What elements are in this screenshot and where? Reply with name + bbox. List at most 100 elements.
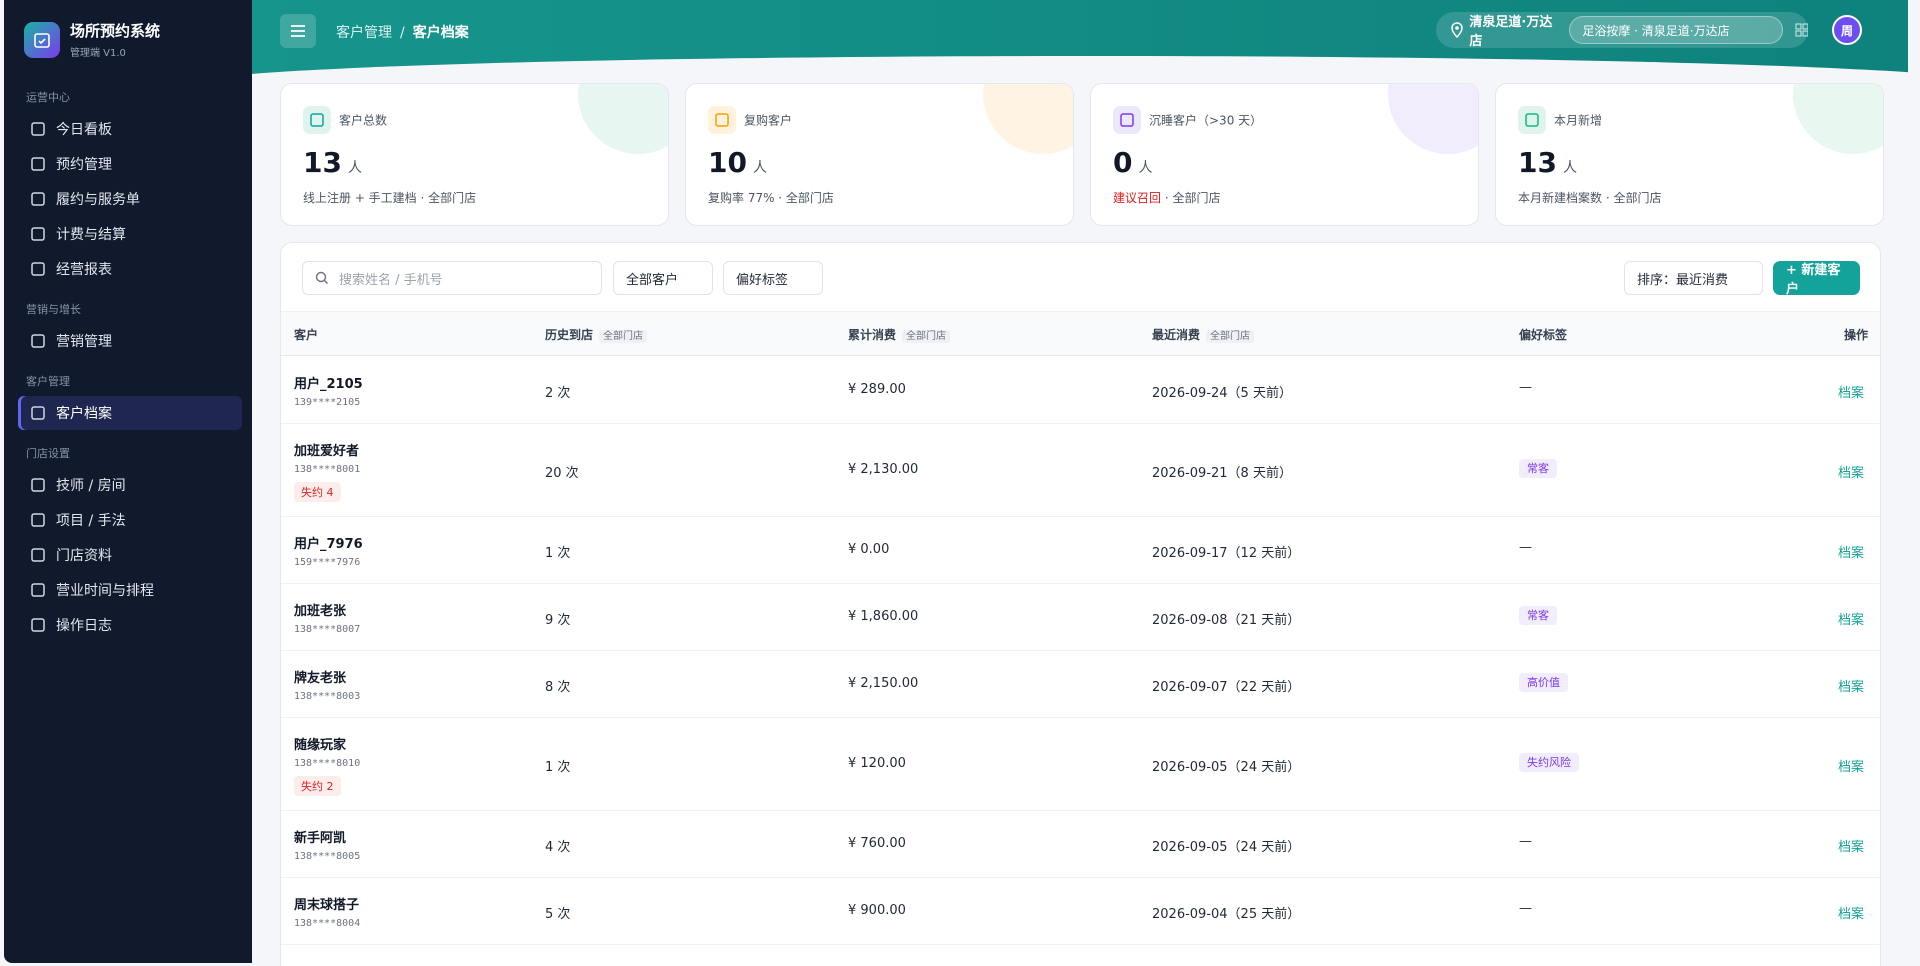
nav-item[interactable]: 今日看板 [18, 112, 242, 146]
cell-spend: ¥ 2,130.00 [848, 461, 919, 477]
stat-note-text: · 全部门店 [1161, 191, 1221, 205]
tag-select[interactable]: 偏好标签 [723, 261, 823, 295]
archive-link[interactable]: 档案 [1837, 839, 1864, 855]
column-header: 客户 [294, 326, 318, 343]
column-title: 历史到店 [545, 328, 594, 342]
cell-spend: ¥ 120.00 [848, 755, 906, 771]
customer-name: 用户_2105 [294, 377, 363, 392]
archive-link[interactable]: 档案 [1837, 465, 1864, 481]
archive-link[interactable]: 档案 [1837, 759, 1864, 775]
stat-alert: 建议召回 [1113, 191, 1162, 205]
nav-text: 技师 / 房间 [56, 478, 126, 494]
stat-head: 本月新增 [1518, 106, 1861, 134]
archive-link[interactable]: 档案 [1837, 679, 1864, 695]
nav-text: 今日看板 [56, 122, 112, 138]
no-show-tag: 失约 2 [294, 776, 341, 796]
cell-visits: 2 次 [545, 385, 571, 401]
stat-card: 本月新增 13 人本月新建档案数 · 全部门店 [1495, 83, 1884, 226]
table-row: 牌友老张 138****8003 8 次 ¥ 2,150.00 2026-09-07（2… [281, 651, 1880, 718]
pref-tag: 失约风险 [1519, 752, 1579, 772]
nav-item[interactable]: 经营报表 [18, 252, 242, 286]
nav: 运营中心 今日看板 预约管理 履约与服务单 计费与结算 经营报表 营销与增长 营销管理 客户管理… [4, 75, 252, 642]
filter-select[interactable]: 全部客户 [613, 261, 713, 295]
archive-link[interactable]: 档案 [1837, 612, 1864, 628]
column-header: 历史到店 全部门店 [545, 326, 648, 343]
stat-head: 沉睡客户（>30 天） [1113, 106, 1456, 134]
stat-icon [1113, 106, 1141, 134]
breadcrumb-item: 客户管理 [336, 25, 392, 41]
nav-group-label: 营销与增长 [26, 303, 81, 316]
stat-icon [708, 106, 736, 134]
stat-unit: 人 [1138, 160, 1153, 176]
customer-panel: 搜索姓名 / 手机号 全部客户 偏好标签 排序：最近消费 + 新建客户 客户 历史… [280, 242, 1881, 966]
customer-cell: 加班爱好者 138****8001 失约 4 [294, 440, 360, 502]
nav-item[interactable]: 操作日志 [18, 608, 242, 642]
nav-item[interactable]: 门店资料 [18, 538, 242, 572]
customer-phone: 138****8010 [294, 758, 361, 769]
pref-cell: 常客 [1519, 458, 1557, 478]
customer-cell: 随缘玩家 138****8010 失约 2 [294, 734, 360, 796]
stat-note-text: 复购率 77% · 全部门店 [708, 191, 834, 205]
customer-name: 新手阿凯 [294, 831, 347, 846]
nav-item[interactable]: 营业时间与排程 [18, 573, 242, 607]
header: 客户管理 / 客户档案 清泉足道·万达店 足浴按摩 · 清泉足道·万达店 周 [252, 0, 1908, 80]
stat-note: 建议召回 · 全部门店 [1113, 189, 1456, 206]
stats: 客户总数 13 人线上注册 + 手工建档 · 全部门店 复购客户 10 人复购率 77% … [280, 83, 1884, 226]
customer-phone: 159****7976 [294, 557, 361, 568]
cell-last: 2026-09-08（21 天前） [1152, 612, 1301, 628]
archive-link[interactable]: 档案 [1837, 906, 1864, 922]
sort-select[interactable]: 排序：最近消费 [1624, 261, 1763, 295]
stat-label: 客户总数 [339, 113, 388, 128]
nav-text: 项目 / 手法 [56, 513, 126, 529]
avatar[interactable]: 周 [1832, 15, 1862, 45]
pref-tag: — [1519, 833, 1532, 849]
cell-last: 2026-09-04（25 天前） [1152, 906, 1301, 922]
archive-link[interactable]: 档案 [1837, 545, 1864, 561]
customer-phone: 138****8007 [294, 624, 361, 635]
nav-text: 履约与服务单 [56, 192, 140, 208]
create-button[interactable]: + 新建客户 [1773, 261, 1860, 297]
nav-text: 计费与结算 [56, 227, 126, 243]
column-header: 最近消费 全部门店 [1152, 326, 1255, 343]
column-header: 操作 [1844, 326, 1868, 343]
archive-link[interactable]: 档案 [1837, 385, 1864, 401]
nav-text: 操作日志 [56, 618, 112, 634]
brand: 场所预约系统 管理端 V1.0 [4, 0, 252, 75]
customer-cell: 用户_2105 139****2105 [294, 373, 363, 408]
stat-value: 13 [1518, 146, 1557, 179]
stat-label: 沉睡客户（>30 天） [1149, 113, 1263, 128]
store-select[interactable]: 足浴按摩 · 清泉足道·万达店 [1569, 16, 1783, 44]
customer-name: 加班爱好者 [294, 444, 360, 459]
stat-note: 本月新建档案数 · 全部门店 [1518, 189, 1861, 206]
nav-item[interactable]: 客户档案 [18, 396, 242, 430]
stat-value-row: 10 人 [708, 146, 1051, 179]
pref-tag: 常客 [1519, 458, 1557, 478]
nav-item[interactable]: 履约与服务单 [18, 182, 242, 216]
nav-item[interactable]: 营销管理 [18, 324, 242, 358]
table-row: 用户_2105 139****2105 2 次 ¥ 289.00 2026-09-24（… [281, 357, 1880, 424]
store-switcher: 清泉足道·万达店 足浴按摩 · 清泉足道·万达店 [1436, 12, 1808, 49]
menu-button[interactable] [280, 14, 316, 48]
nav-text: 预约管理 [56, 157, 112, 173]
cell-spend: ¥ 0.00 [848, 541, 890, 557]
customer-phone: 139****2105 [294, 397, 361, 408]
stat-note: 线上注册 + 手工建档 · 全部门店 [303, 189, 646, 206]
cell-last: 2026-09-05（24 天前） [1152, 839, 1301, 855]
nav-item[interactable]: 技师 / 房间 [18, 468, 242, 502]
cell-last: 2026-09-24（5 天前） [1152, 385, 1292, 401]
customer-name: 加班老张 [294, 604, 347, 619]
table-row: 周末球搭子 138****8004 5 次 ¥ 900.00 2026-09-04（25… [281, 878, 1880, 945]
nav-item[interactable]: 项目 / 手法 [18, 503, 242, 537]
pref-tag: — [1519, 900, 1532, 916]
search-input[interactable]: 搜索姓名 / 手机号 [302, 261, 602, 295]
stat-note-text: 线上注册 + 手工建档 · 全部门店 [303, 191, 477, 205]
pref-tag: 高价值 [1519, 672, 1568, 692]
stat-card: 复购客户 10 人复购率 77% · 全部门店 [685, 83, 1074, 226]
stat-unit: 人 [752, 160, 767, 176]
cell-visits: 5 次 [545, 906, 571, 922]
customer-cell: 加班老张 138****8007 [294, 600, 360, 635]
nav-item[interactable]: 预约管理 [18, 147, 242, 181]
pref-tag: — [1519, 539, 1532, 555]
pref-cell: 失约风险 [1519, 752, 1579, 772]
nav-item[interactable]: 计费与结算 [18, 217, 242, 251]
